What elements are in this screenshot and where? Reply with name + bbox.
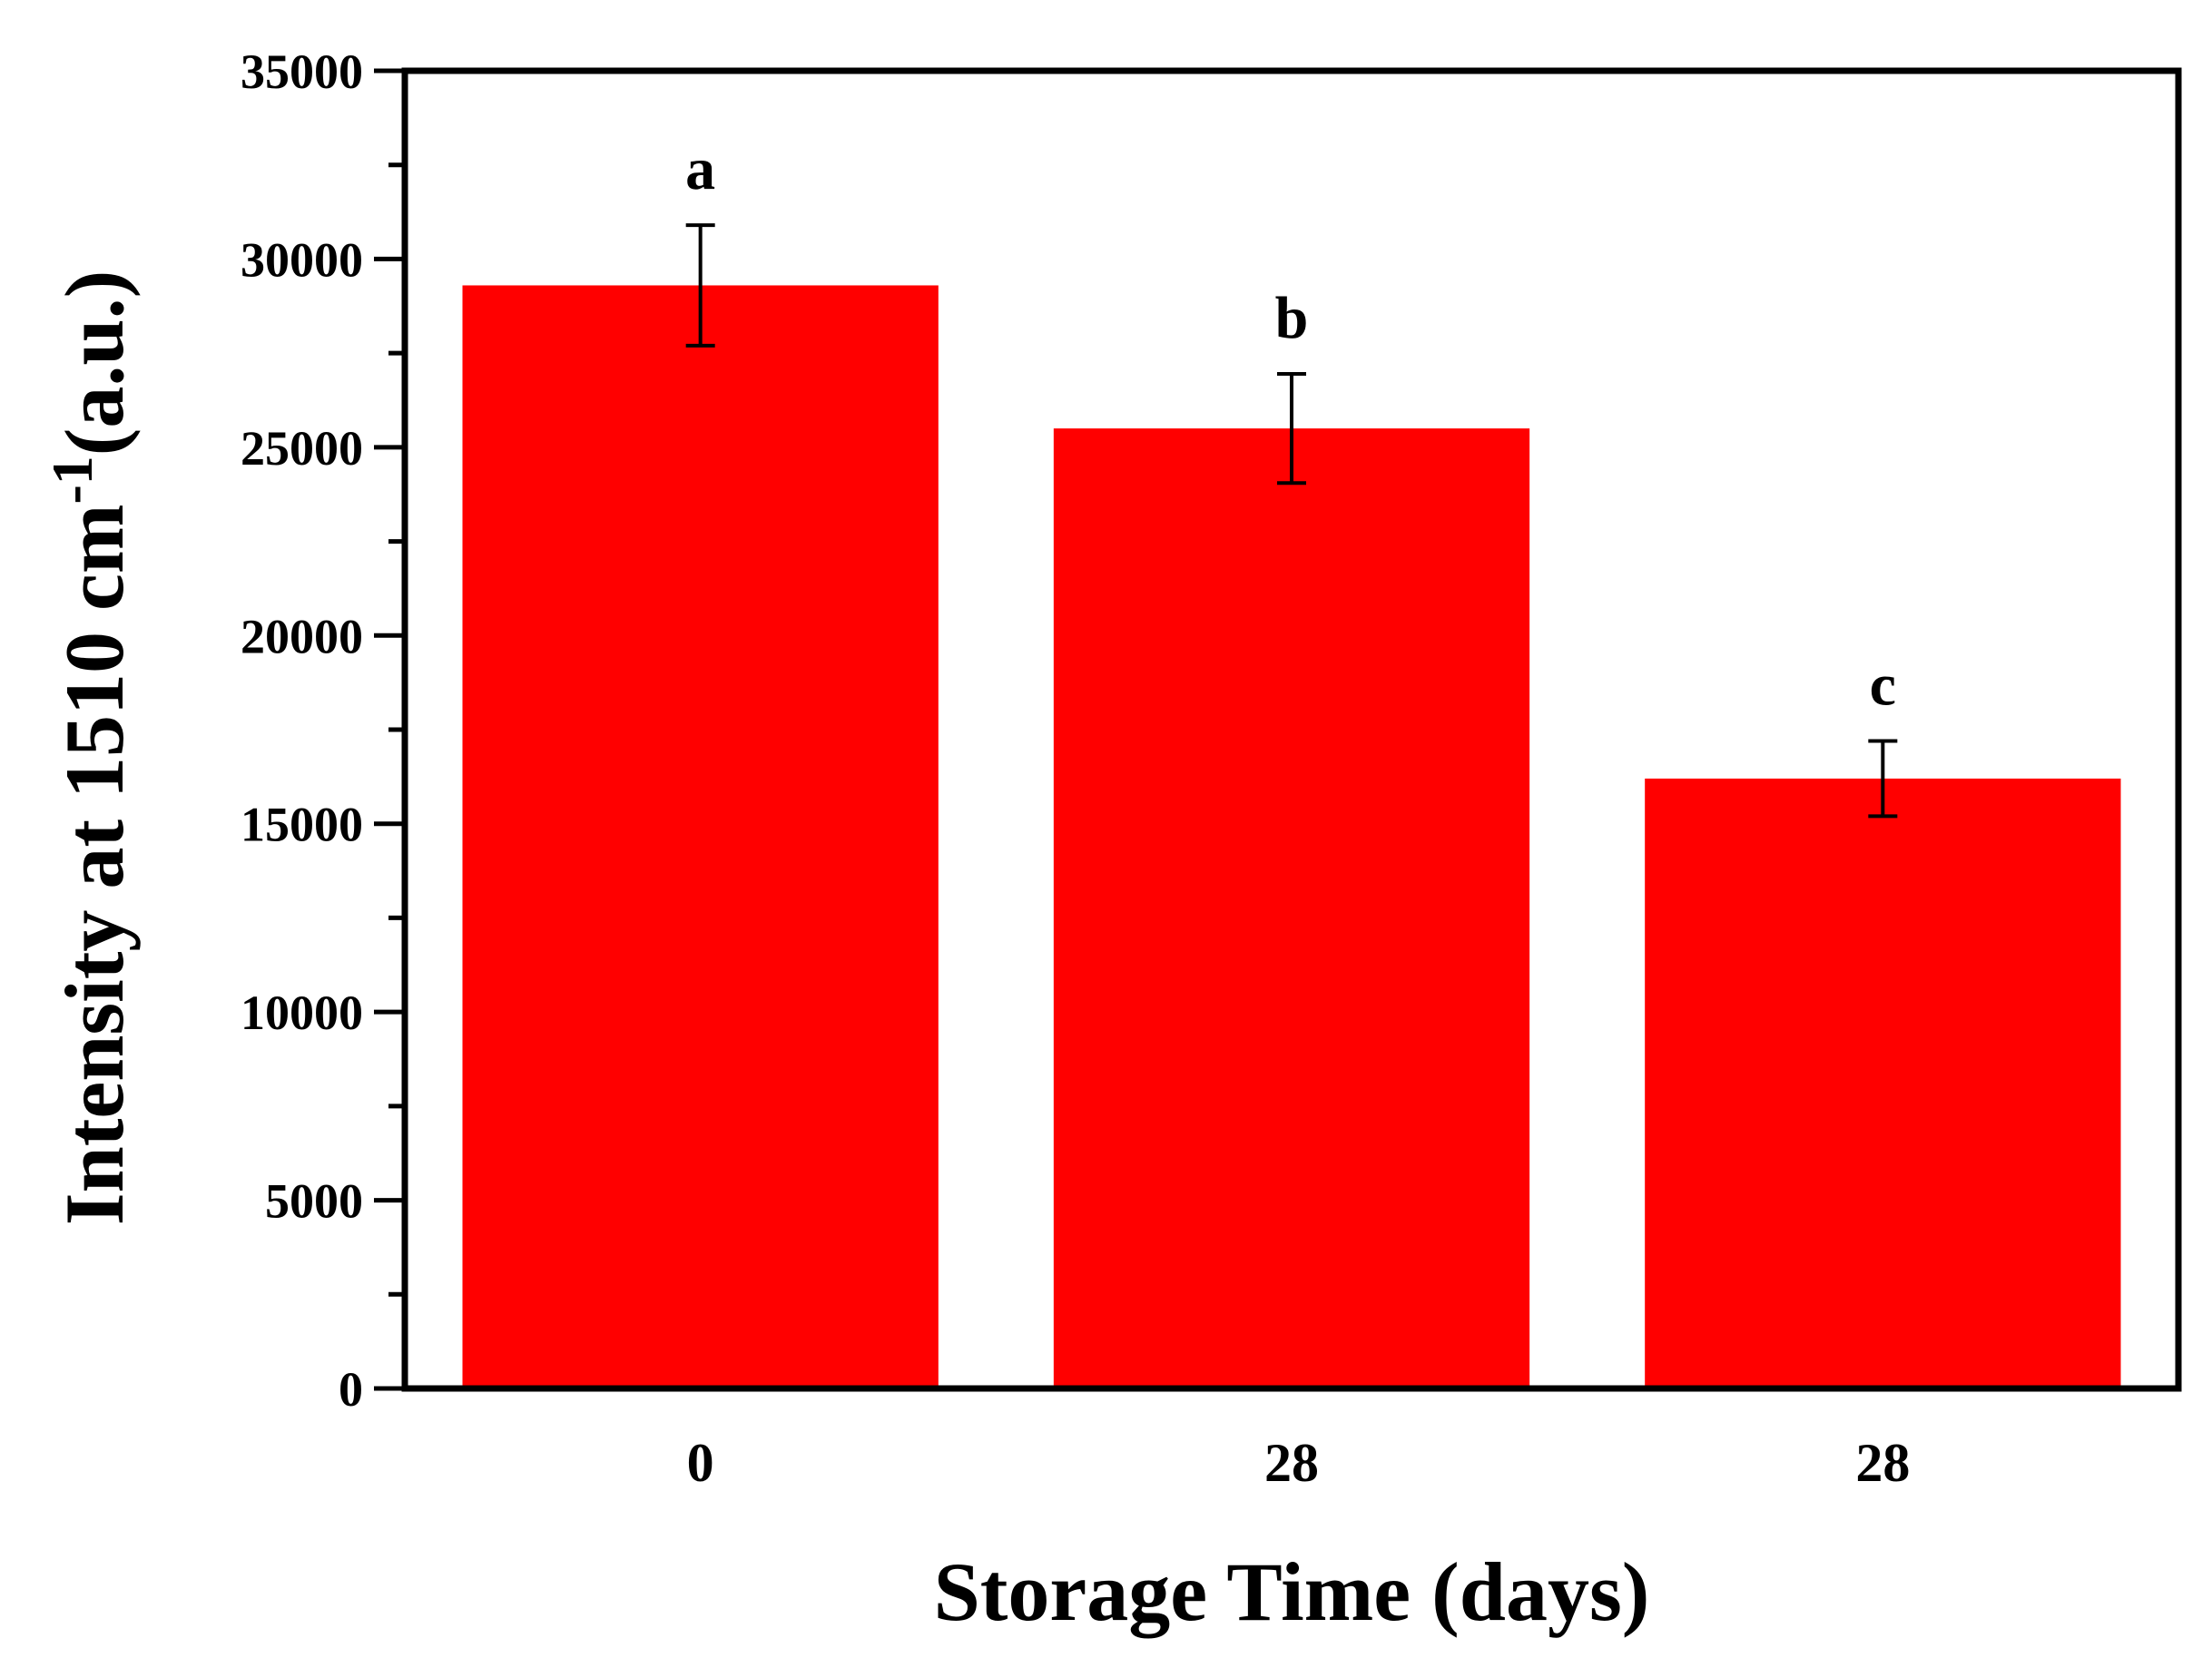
error-bars-layer xyxy=(685,223,1898,819)
y-axis-title-main: Intensity at 1510 cm xyxy=(48,505,141,1226)
y-axis-title-superscript: -1 xyxy=(40,456,104,504)
bar xyxy=(462,285,939,1389)
significance-labels-layer: a b c xyxy=(685,136,1896,718)
bars-layer xyxy=(462,285,2121,1389)
x-tick-label: 28 xyxy=(1855,1433,1910,1493)
y-tick-label: 15000 xyxy=(241,798,363,852)
y-tick-label: 35000 xyxy=(241,44,363,99)
y-tick-label: 30000 xyxy=(241,232,363,287)
y-tick-label: 0 xyxy=(339,1362,363,1417)
y-tick-label: 20000 xyxy=(241,609,363,663)
x-tick-label: 28 xyxy=(1264,1433,1319,1493)
x-axis: 0 28 28 xyxy=(687,1433,1911,1493)
significance-label: c xyxy=(1870,652,1896,718)
significance-label: a xyxy=(685,136,715,202)
x-axis-title: Storage Time (days) xyxy=(934,1545,1650,1638)
y-axis: 0 5000 10000 15000 20000 25000 30000 35000 xyxy=(241,44,405,1417)
significance-label: b xyxy=(1275,285,1309,351)
y-tick-label: 10000 xyxy=(241,986,363,1040)
x-tick-label: 0 xyxy=(687,1433,714,1493)
y-axis-title: Intensity at 1510 cm-1(a.u.) xyxy=(40,270,141,1225)
bar xyxy=(1053,428,1530,1389)
y-tick-label: 25000 xyxy=(241,421,363,476)
bar xyxy=(1645,778,2121,1388)
y-axis-title-unit: (a.u.) xyxy=(48,270,141,456)
y-tick-label: 5000 xyxy=(265,1174,363,1229)
